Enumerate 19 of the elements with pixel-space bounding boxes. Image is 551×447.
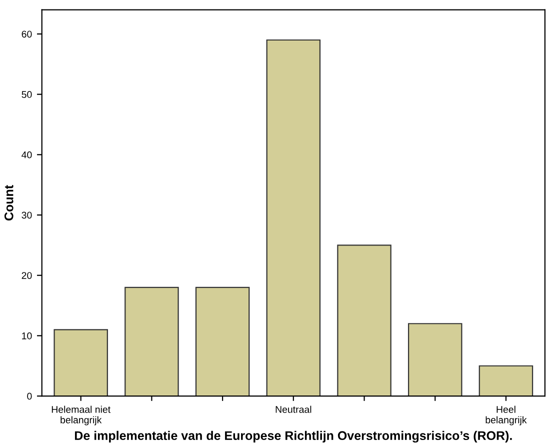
y-tick-label: 50 [22,91,32,98]
y-axis-title: Count [4,185,14,220]
bar [124,286,179,396]
bar [337,244,392,396]
y-tick-label: 0 [27,392,32,400]
bar [408,323,462,396]
y-tick-label: 20 [22,272,32,279]
bar [54,329,108,396]
x-axis-title: De implementatie van de Europese Richtlijn Overstromingsrisico’s (ROR). [74,430,512,443]
bar [266,39,321,396]
bar [195,286,250,396]
x-tick-label: Heel belangrijk [486,406,527,426]
x-tick-label: Helemaal niet belangrijk [52,406,110,426]
x-tick-label: Neutraal [276,406,312,413]
y-tick-label: 40 [22,151,32,158]
bar [478,365,534,396]
y-tick-label: 60 [22,30,32,38]
y-tick-label: 30 [22,212,32,219]
y-tick-label: 10 [22,332,32,340]
